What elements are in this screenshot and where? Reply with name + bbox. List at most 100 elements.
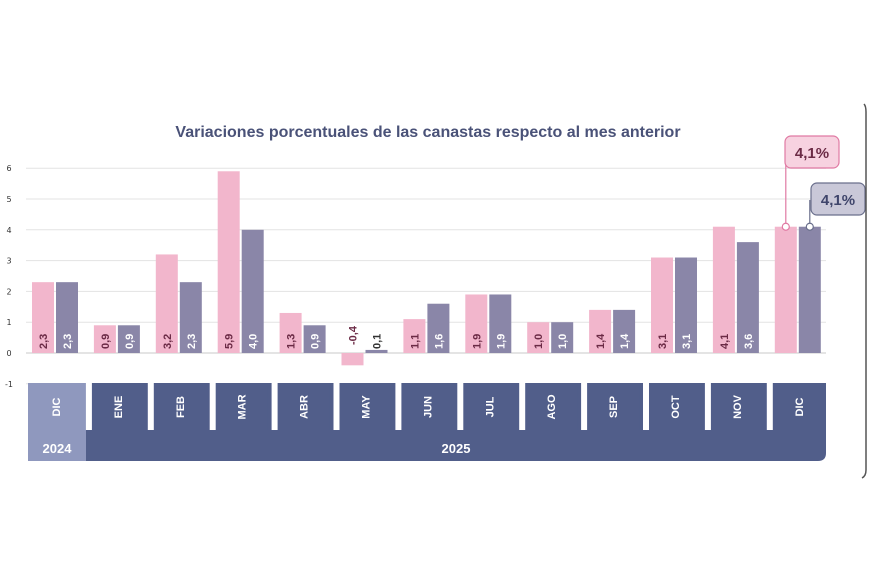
year-label: 2024	[43, 441, 73, 456]
value-label-pink: 1,1	[409, 334, 421, 349]
month-label: DIC	[794, 397, 806, 416]
value-label-pink: 3,2	[162, 334, 174, 349]
value-label-pink: 0,9	[100, 334, 112, 349]
bar-purple	[117, 325, 140, 353]
month-box	[339, 383, 392, 430]
month-separator	[147, 383, 154, 430]
month-separator	[209, 383, 216, 430]
callouts: 4,1% 4,1%	[781, 135, 866, 231]
month-box	[91, 383, 144, 430]
bar-purple	[365, 349, 388, 353]
month-separator	[704, 383, 711, 430]
month-box	[153, 383, 206, 430]
bar-purple	[179, 282, 202, 353]
bar-purple	[303, 325, 326, 353]
callout-box-pink	[784, 135, 840, 169]
bar-pink	[32, 282, 54, 353]
month-label: AGO	[546, 394, 558, 420]
month-box	[772, 383, 825, 430]
bar-purple	[551, 322, 574, 353]
month-box	[710, 383, 763, 430]
bar-pink	[774, 226, 797, 353]
month-label: SEP	[608, 396, 620, 418]
value-label-purple: 3,1	[681, 334, 693, 349]
bar-pink	[155, 254, 178, 353]
value-label-pink: 1,4	[595, 333, 607, 349]
month-box	[525, 383, 578, 430]
month-label: FEB	[175, 396, 187, 418]
month-separator	[395, 383, 402, 430]
month-label: OCT	[670, 395, 682, 419]
bar-purple	[675, 257, 697, 353]
callout-text-pink: 4,1%	[795, 145, 829, 162]
bar-pink	[589, 309, 612, 353]
month-box	[401, 383, 454, 430]
month-separator	[271, 383, 278, 430]
value-label-purple: 1,4	[619, 333, 631, 349]
y-tick-label: 4	[6, 226, 11, 235]
y-tick-label: -1	[5, 380, 13, 389]
value-label-pink: 2,3	[38, 334, 50, 349]
y-tick-label: 2	[6, 287, 11, 296]
callout-dot-purple	[805, 222, 814, 231]
month-box	[277, 383, 330, 430]
month-label: ABR	[299, 395, 311, 419]
value-label-purple: 3,6	[743, 334, 755, 349]
month-box	[215, 383, 268, 430]
value-label-purple: 0,1	[372, 334, 384, 349]
bar-pink	[341, 353, 364, 366]
month-label: NOV	[732, 394, 744, 419]
year-label: 2025	[442, 441, 471, 456]
month-separator	[85, 383, 92, 430]
value-label-pink: 1,0	[533, 334, 545, 349]
month-separator	[643, 383, 649, 430]
bar-purple	[427, 303, 450, 353]
right-decoration-line	[861, 103, 867, 479]
y-axis: -1 0 1 2 3 4 5 6	[5, 164, 13, 389]
bars: 2,3 2,3 0,9 0,9 3,2 2,3 5,9 4,0 1,3 0,9 -0,4 0,1 1,1…	[32, 171, 821, 366]
value-label-purple: 2,3	[186, 334, 198, 349]
category-band: DIC ENE FEB MAR ABR MAY JUN JUL AGO SEP OCT NOV DIC 2…	[28, 383, 826, 461]
month-separator	[457, 383, 464, 430]
month-separator	[581, 383, 588, 430]
callout-dot-pink	[781, 222, 790, 231]
callout-box-purple	[810, 182, 866, 216]
month-label: ENE	[113, 396, 125, 419]
bar-pink	[712, 226, 735, 353]
y-tick-label: 5	[6, 195, 11, 204]
y-tick-label: 1	[6, 318, 11, 327]
month-label: MAR	[237, 394, 249, 419]
month-label: JUN	[422, 396, 434, 418]
value-label-purple: 1,9	[495, 334, 507, 349]
y-tick-label: 3	[6, 257, 11, 266]
chart-title: Variaciones porcentuales de las canastas…	[175, 124, 680, 141]
month-box	[30, 383, 82, 430]
month-box	[649, 383, 701, 430]
bar-purple	[736, 242, 759, 353]
month-separator	[333, 383, 340, 430]
value-label-purple: 4,0	[248, 334, 260, 349]
bar-purple	[613, 309, 636, 353]
value-label-purple: 0,9	[124, 334, 136, 349]
bar-purple	[241, 229, 264, 353]
month-box	[587, 383, 640, 430]
value-label-purple: 1,0	[557, 334, 569, 349]
month-separator	[766, 383, 773, 430]
month-label: MAY	[361, 395, 373, 419]
callout-text-purple: 4,1%	[821, 192, 855, 209]
bar-pink	[403, 319, 426, 353]
value-label-pink: 1,3	[286, 334, 298, 349]
bar-purple	[798, 226, 821, 353]
value-label-pink: 5,9	[224, 334, 236, 349]
value-label-pink: 1,9	[471, 334, 483, 349]
y-tick-label: 0	[6, 349, 11, 358]
month-label: JUL	[484, 396, 496, 417]
month-separator	[519, 383, 526, 430]
value-label-purple: 2,3	[62, 334, 74, 349]
bar-pink	[527, 322, 550, 353]
value-label-pink: -0,4	[348, 325, 360, 345]
y-tick-label: 6	[6, 164, 11, 173]
bar-purple	[56, 282, 78, 353]
value-label-purple: 1,6	[433, 334, 445, 349]
